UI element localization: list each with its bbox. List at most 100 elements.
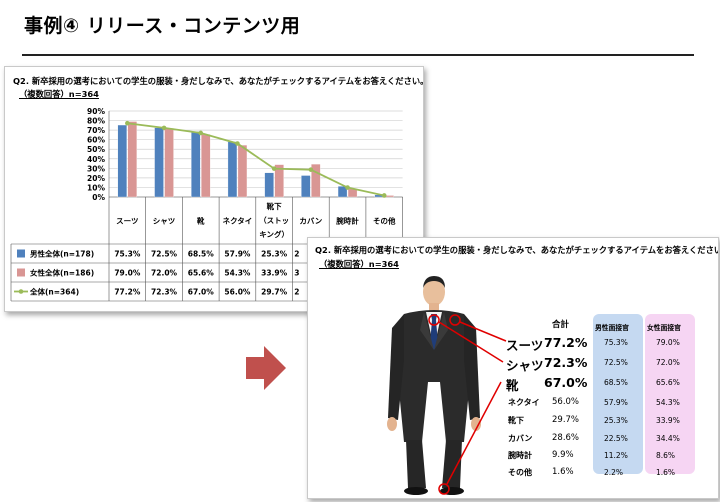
bar: [337, 186, 348, 198]
female-value: 65.6%: [656, 377, 680, 387]
male-value: 22.5%: [604, 433, 628, 443]
total-value: 77.2%: [544, 334, 588, 350]
total-value: 1.6%: [552, 466, 574, 477]
question-note: （複数回答）n=364: [19, 89, 99, 99]
male-value: 68.5%: [604, 377, 628, 387]
item-label: 靴下: [508, 416, 524, 426]
highlight-annotations: [428, 314, 507, 495]
item-label: スーツ: [506, 337, 544, 353]
table-value: 33.9%: [261, 269, 288, 278]
item-label: 靴: [506, 377, 519, 393]
male-value: 72.5%: [604, 357, 628, 367]
bar: [164, 128, 174, 198]
male-column-header: 男性面接官: [595, 324, 629, 332]
legend-label: 女性全体(n=186): [30, 268, 94, 278]
line-point: [235, 141, 240, 146]
legend-swatch: [17, 249, 25, 258]
table-value: 29.7%: [261, 288, 288, 297]
table-value: 54.3%: [224, 269, 251, 278]
total-value: 56.0%: [552, 396, 580, 407]
bar: [311, 163, 321, 198]
total-value: 29.7%: [552, 414, 580, 425]
bar: [154, 127, 164, 198]
table-value: 3: [294, 269, 299, 278]
line-point: [125, 120, 130, 126]
bar-chart-card: Q2. 新卒採用の選考においての学生の服装・身だしなみで、あなたがチェックするア…: [4, 66, 424, 312]
right-arrow-icon: [246, 346, 286, 390]
item-label: カバン: [508, 434, 533, 444]
male-value: 11.2%: [604, 450, 628, 460]
category-label: 腕時計: [336, 216, 359, 226]
table-value: 72.5%: [151, 250, 178, 259]
total-series-line: [127, 122, 385, 197]
female-column-bg: [645, 314, 695, 474]
y-tick-label: 10%: [87, 183, 105, 192]
female-value: 79.0%: [656, 337, 680, 347]
table-value: 75.3%: [114, 250, 141, 259]
item-label: その他: [508, 468, 532, 478]
line-point: [271, 166, 277, 171]
female-value: 54.3%: [656, 397, 680, 407]
table-value: 56.0%: [224, 288, 251, 297]
y-tick-label: 60%: [87, 136, 105, 145]
bar: [227, 141, 238, 198]
total-value: 67.0%: [544, 374, 588, 390]
male-value: 57.9%: [604, 397, 628, 407]
category-label: カバン: [299, 217, 322, 226]
female-column-header: 女性面接官: [647, 324, 681, 332]
male-value: 75.3%: [604, 337, 628, 347]
infographic-card: Q2. 新卒採用の選考においての学生の服装・身だしなみで、あなたがチェックするア…: [307, 237, 719, 499]
title-divider: [22, 54, 694, 56]
line-point: [345, 185, 350, 190]
female-value: 34.4%: [656, 433, 680, 443]
lapel-circle: [449, 314, 461, 326]
bar: [274, 164, 284, 198]
male-value: 25.3%: [604, 415, 628, 425]
table-value: 67.0%: [188, 288, 215, 297]
bar: [127, 121, 137, 198]
category-label: その他: [373, 216, 396, 226]
item-label: ネクタイ: [508, 398, 540, 408]
line-point: [161, 125, 167, 131]
total-column-header: 合計: [552, 320, 570, 330]
question-text-2: Q2. 新卒採用の選考においての学生の服装・身だしなみで、あなたがチェックするア…: [315, 245, 719, 255]
male-column-bg: [593, 314, 643, 474]
table-value: 72.0%: [151, 269, 178, 278]
y-tick-label: 0%: [92, 193, 105, 202]
category-label: （ストッ: [259, 215, 289, 225]
shoe-circle: [438, 483, 450, 495]
legend-label: 全体(n=364): [29, 287, 79, 297]
y-tick-label: 40%: [87, 155, 105, 164]
line-point: [308, 167, 314, 172]
table-value: 2: [294, 250, 299, 259]
table-value: 68.5%: [188, 250, 215, 259]
table-value: 65.6%: [188, 269, 215, 278]
category-label: 靴下: [267, 201, 282, 211]
category-label: 靴: [197, 216, 205, 226]
table-value: 72.3%: [151, 288, 178, 297]
item-label: 腕時計: [508, 451, 532, 461]
female-value: 33.9%: [656, 415, 680, 425]
table-value: 25.3%: [261, 250, 288, 259]
category-label: キング）: [259, 229, 289, 239]
table-value: 79.0%: [114, 269, 141, 278]
bar: [117, 124, 127, 198]
total-value: 28.6%: [552, 432, 580, 443]
line-point: [198, 130, 204, 136]
category-label: シャツ: [153, 217, 176, 226]
y-tick-label: 50%: [87, 145, 105, 154]
legend-point: [18, 289, 24, 294]
female-value: 1.6%: [656, 467, 676, 477]
category-label: スーツ: [116, 217, 138, 226]
female-value: 72.0%: [656, 357, 680, 367]
question-note-2: （複数回答）n=364: [319, 259, 399, 269]
question-text: Q2. 新卒採用の選考においての学生の服装・身だしなみで、あなたがチェックするア…: [13, 76, 424, 86]
y-tick-label: 30%: [87, 164, 105, 173]
line-point: [381, 193, 387, 198]
table-value: 2: [294, 288, 299, 297]
bar: [264, 172, 274, 198]
table-value: 77.2%: [114, 288, 141, 297]
y-tick-label: 90%: [87, 107, 105, 116]
table-value: 57.9%: [224, 250, 251, 259]
item-label: シャツ: [506, 357, 544, 373]
